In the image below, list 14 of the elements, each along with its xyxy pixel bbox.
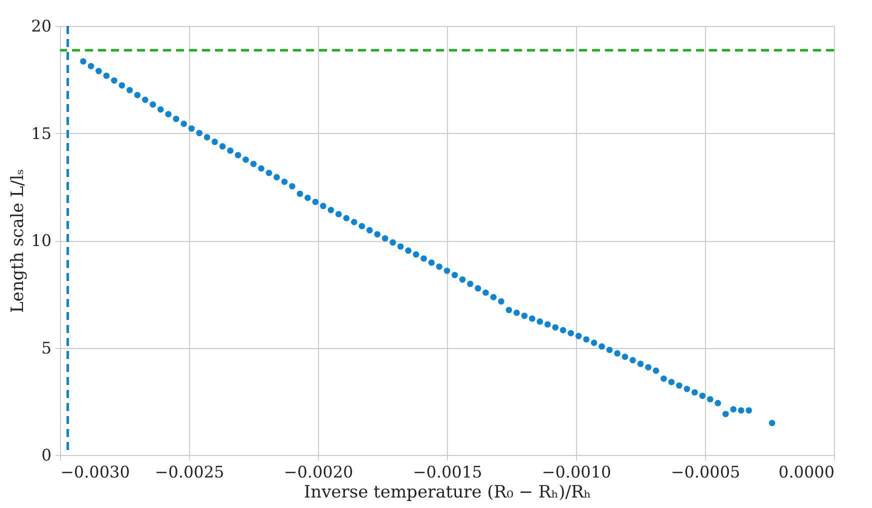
- y-tick-label: 0: [41, 446, 52, 464]
- x-tick-label: −0.0025: [154, 462, 224, 482]
- x-tick-label: −0.0030: [60, 462, 130, 482]
- y-tick-label: 5: [41, 338, 52, 358]
- x-tick-label: −0.0015: [412, 462, 482, 482]
- x-axis-title: Inverse temperature (R₀ − Rₕ)/Rₕ: [304, 482, 592, 502]
- y-tick-label: 10: [31, 231, 52, 250]
- x-tick-label: −0.0020: [284, 462, 354, 482]
- y-axis-title: Length scale L/lₛ: [8, 169, 28, 313]
- x-tick-label: −0.0005: [670, 462, 740, 482]
- x-tick-label: 0.0000: [778, 462, 834, 482]
- y-tick-label: 20: [31, 16, 52, 36]
- x-tick-label: −0.0010: [542, 462, 612, 482]
- y-tick-label: 15: [31, 124, 52, 143]
